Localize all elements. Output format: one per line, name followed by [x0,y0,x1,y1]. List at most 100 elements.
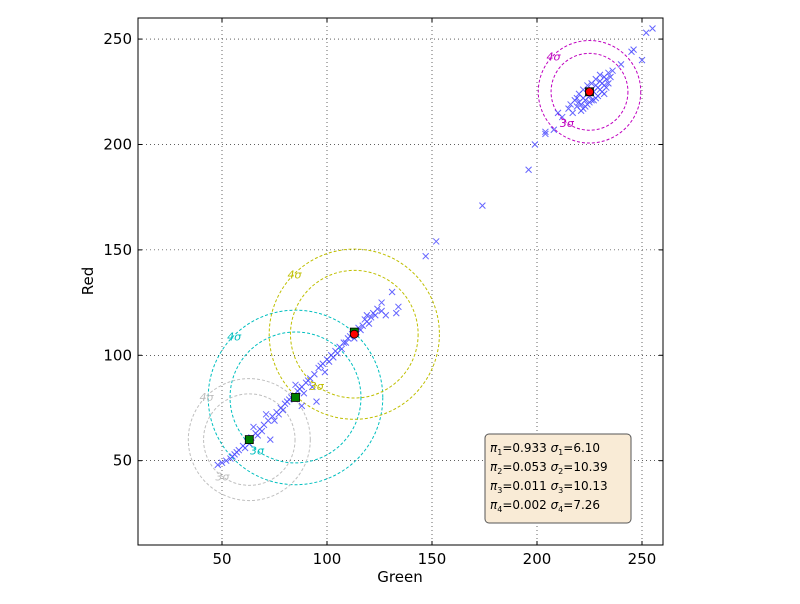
data-point [588,96,595,104]
legend-sigma-value: =10.39 [563,460,607,474]
data-point [422,252,430,260]
data-point [542,130,549,138]
data-point [567,101,574,108]
sigma-label-3: 3σ [560,117,575,130]
data-point [388,288,396,296]
data-point [222,457,230,465]
legend-pi-value: =0.002 [502,498,546,512]
data-point [432,238,440,245]
sigma-circles [187,40,642,502]
data-point [250,423,257,431]
x-axis-label: Green [377,568,422,586]
legend-sigma-subscript: 2 [558,467,563,476]
data-point [304,377,312,384]
legend-pi-subscript: 1 [497,448,502,457]
sigma-circle-3 [229,331,362,464]
data-point [531,141,539,148]
data-point [542,128,549,136]
data-point [266,436,274,443]
legend-pi-symbol: π [490,460,498,474]
sigma-circle-4 [207,309,384,486]
data-point [317,362,325,370]
data-point [214,461,222,469]
data-point [638,56,646,64]
legend-pi-symbol: π [490,479,498,493]
data-point [602,84,610,91]
data-point [378,299,385,306]
y-tick-label: 200 [103,135,132,153]
y-tick-label: 50 [113,452,132,470]
sigma-label-3: 3σ [310,380,325,393]
data-point [609,67,616,75]
data-point [359,322,367,330]
data-point [565,105,572,112]
data-point [365,320,373,328]
x-tick-label: 200 [523,550,552,568]
sigma-labels: 4σ 3σ 4σ 3σ 4σ 3σ 4σ 3σ [199,50,574,483]
y-axis-label: Red [79,267,97,296]
legend-pi-value: =0.933 [502,441,546,455]
legend-sigma-symbol: σ [547,460,559,474]
data-point [218,459,226,467]
data-point [392,309,400,317]
legend-pi-subscript: 4 [497,505,502,514]
data-point [342,339,350,346]
legend-sigma-subscript: 3 [558,486,563,495]
sigma-label-4: 4σ [227,330,242,343]
legend-row: π4=0.002 σ4=7.26 [490,498,600,514]
data-point [617,61,625,68]
legend-sigma-value: =6.10 [563,441,600,455]
x-tick-label: 150 [418,550,447,568]
sigma-label-3: 3σ [250,444,265,457]
sigma-circle-4 [268,248,440,420]
data-point [363,311,371,319]
mean-marker-square [244,435,254,445]
data-point [292,381,299,389]
data-point [298,402,306,410]
data-point [628,48,635,56]
x-tick-label: 250 [628,550,657,568]
data-point [308,383,316,391]
data-point [378,307,385,315]
data-point [275,410,283,418]
sigma-circle-3 [203,393,296,486]
legend-pi-subscript: 2 [497,467,502,476]
data-point [596,71,604,79]
data-point [573,94,581,102]
legend-row: π1=0.933 σ1=6.10 [490,441,600,457]
legend-pi-value: =0.053 [502,460,546,474]
x-tick-label: 50 [212,550,231,568]
sigma-label-4: 4σ [547,50,562,63]
data-point [550,126,558,134]
legend-pi-symbol: π [490,441,498,455]
sigma-circle-3 [289,269,419,399]
data-point [262,410,270,418]
legend-pi-subscript: 3 [497,486,502,495]
data-point [369,309,377,317]
axis-ticks: 50 100 150 200 250 50 100 150 200 250 [103,18,663,568]
data-point [325,358,333,365]
cluster-means [244,87,594,445]
legend-sigma-subscript: 4 [558,505,563,514]
data-point [605,79,612,87]
legend-pi-value: =0.011 [502,479,546,493]
data-point [313,398,320,406]
mean-marker-square [291,393,300,402]
data-point [607,73,614,81]
legend-sigma-symbol: σ [547,441,559,455]
legend-sigma-value: =7.26 [563,498,600,512]
data-point [554,109,562,117]
sigma-circle-3 [550,52,629,131]
sigma-label-3: 3σ [215,471,230,484]
data-point [649,25,656,32]
mean-marker-circle [585,87,594,97]
x-tick-label: 100 [313,550,342,568]
y-tick-label: 150 [103,241,132,259]
data-point [300,389,308,397]
y-tick-label: 100 [103,346,132,364]
data-point [229,453,236,460]
